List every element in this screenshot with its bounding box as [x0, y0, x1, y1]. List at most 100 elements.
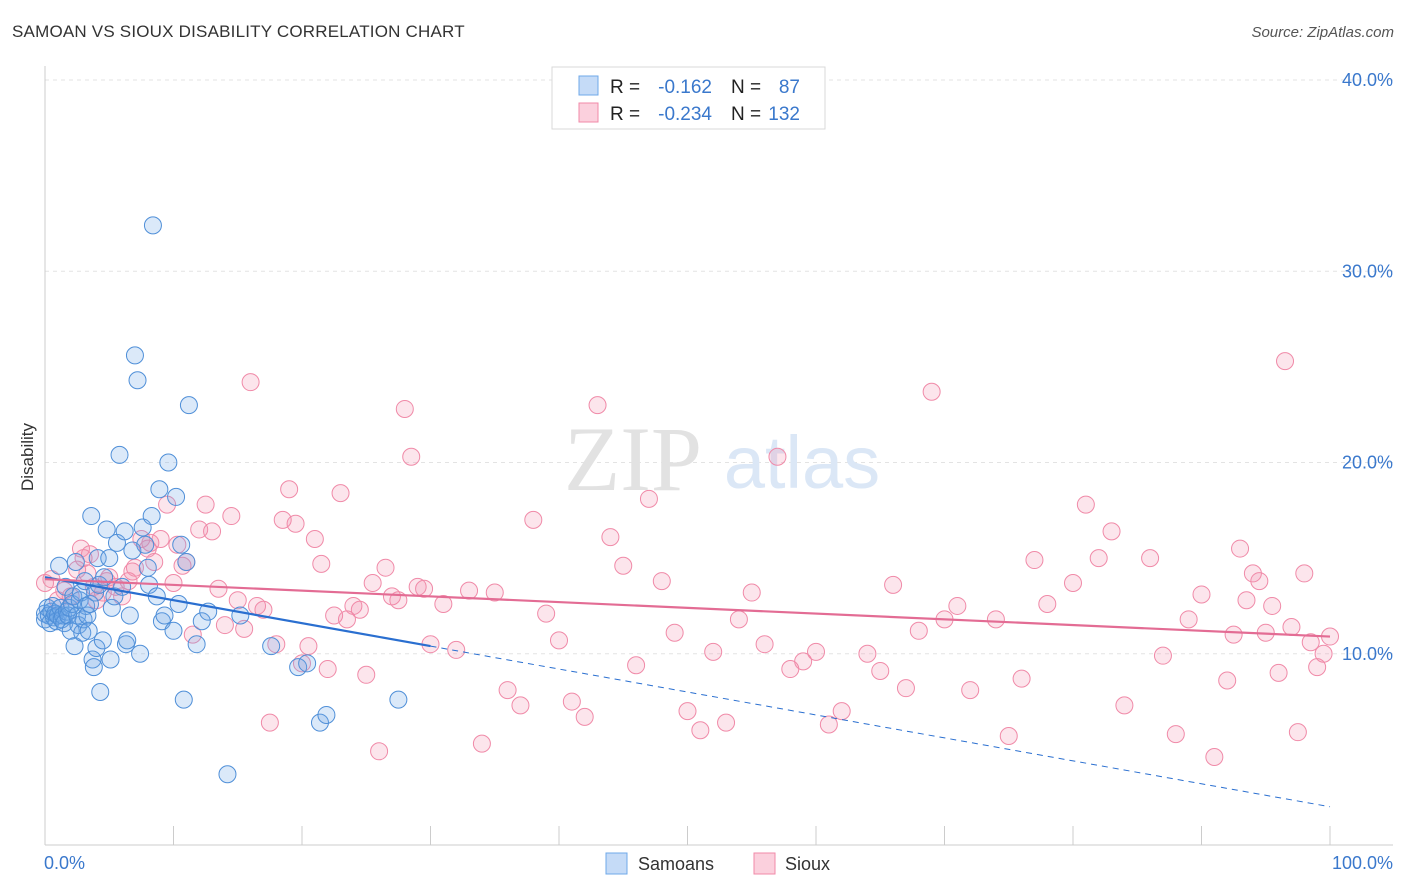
samoans-point — [80, 595, 99, 614]
sioux-point — [222, 507, 241, 526]
legend-label-sioux: Sioux — [785, 854, 830, 874]
sioux-point — [286, 514, 305, 533]
samoans-point — [298, 654, 317, 673]
samoans-point — [83, 650, 102, 669]
legend-swatch-samoans — [605, 852, 628, 875]
sioux-point — [1224, 625, 1243, 644]
legend-r-value: -0.234 — [658, 104, 712, 125]
grid-lines — [45, 79, 1393, 655]
sioux-point — [280, 480, 299, 499]
sioux-point — [370, 742, 389, 761]
sioux-point — [318, 660, 337, 679]
sioux-trend-line — [44, 578, 1331, 638]
legend-swatch-sioux — [753, 852, 776, 875]
sioux-point — [196, 495, 215, 514]
sioux-point — [1038, 595, 1057, 614]
samoans-point — [231, 606, 250, 625]
samoans-point — [159, 453, 178, 472]
sioux-point — [1250, 572, 1269, 591]
samoans-point — [169, 595, 188, 614]
trend-lines — [44, 576, 1331, 808]
legend-row-sioux: R = -0.234 N = 132 — [578, 102, 800, 125]
sioux-point — [639, 489, 658, 508]
samoans-point — [142, 507, 161, 526]
samoans-point — [174, 690, 193, 709]
sioux-point — [1064, 573, 1082, 592]
sioux-point — [260, 713, 279, 732]
sioux-point — [729, 610, 748, 629]
sioux-point — [376, 558, 395, 577]
sioux-point — [1076, 495, 1095, 514]
samoans-point — [128, 371, 147, 390]
samoans-point — [164, 621, 183, 640]
samoans-point — [310, 713, 329, 732]
sioux-point — [717, 713, 736, 732]
sioux-point — [1237, 591, 1256, 610]
chart-source: Source: ZipAtlas.com — [1251, 24, 1394, 41]
sioux-point — [562, 692, 581, 711]
legend-r-value: -0.162 — [658, 77, 712, 98]
samoans-point — [66, 552, 85, 571]
samoans-point — [110, 445, 129, 464]
sioux-point — [922, 382, 941, 401]
sioux-point — [1179, 610, 1198, 629]
sioux-point — [1231, 539, 1250, 558]
sioux-point — [1314, 644, 1333, 663]
samoans-point — [105, 587, 124, 606]
sioux-point — [1141, 549, 1160, 568]
samoans-point — [262, 637, 281, 656]
sioux-point — [1243, 564, 1262, 583]
samoans-point — [179, 396, 198, 415]
sioux-point — [652, 572, 671, 591]
watermark-zip: ZIP — [564, 408, 702, 510]
legend-stats: R = -0.162 N = 87 R = -0.234 N = 132 — [551, 66, 826, 130]
samoans-point — [87, 639, 106, 658]
samoans-trend-extension — [430, 645, 1331, 808]
samoans-point — [118, 631, 137, 650]
sioux-point — [209, 579, 228, 598]
sioux-point — [742, 583, 761, 602]
sioux-point — [1288, 723, 1307, 742]
sioux-point — [678, 702, 697, 721]
sioux-point — [460, 581, 479, 600]
sioux-point — [665, 623, 684, 642]
sioux-point — [601, 528, 620, 547]
sioux-point — [331, 484, 350, 503]
samoans-point — [389, 690, 408, 709]
x-tick-label: 0.0% — [44, 853, 85, 873]
sioux-points — [36, 352, 1339, 767]
sioux-point — [999, 726, 1018, 745]
samoans-point — [84, 658, 103, 677]
samoans-point — [192, 612, 211, 631]
samoans-point — [172, 535, 191, 554]
sioux-point — [704, 642, 723, 661]
sioux-point — [575, 707, 594, 726]
legend-swatch-sioux — [578, 102, 599, 123]
sioux-point — [614, 556, 633, 575]
sioux-point — [1301, 633, 1320, 652]
samoans-point — [143, 216, 162, 235]
sioux-point — [363, 573, 382, 592]
sioux-point — [350, 600, 369, 619]
sioux-point — [415, 579, 434, 598]
sioux-point — [832, 702, 851, 721]
samoans-point — [115, 522, 134, 541]
sioux-point — [871, 661, 890, 680]
x-tick-labels: 0.0% 100.0% — [44, 853, 1393, 873]
samoans-point — [289, 658, 308, 677]
samoans-point — [177, 552, 196, 571]
sioux-point — [395, 399, 414, 418]
samoans-point — [95, 568, 114, 587]
samoans-point — [131, 644, 150, 663]
sioux-point — [1153, 646, 1172, 665]
sioux-point — [125, 558, 144, 577]
samoans-point — [125, 346, 144, 365]
sioux-point — [755, 635, 774, 654]
sioux-point — [948, 596, 967, 615]
sioux-point — [485, 583, 504, 602]
x-tick-label: 100.0% — [1332, 853, 1393, 873]
sioux-point — [402, 447, 421, 466]
sioux-point — [858, 644, 877, 663]
sioux-point — [1166, 725, 1185, 744]
